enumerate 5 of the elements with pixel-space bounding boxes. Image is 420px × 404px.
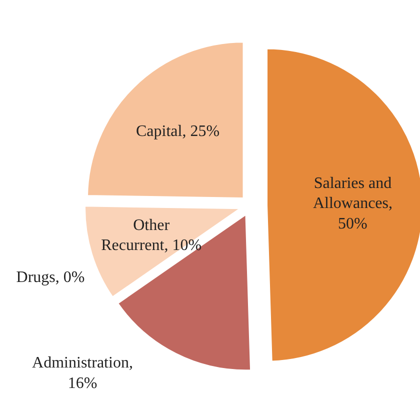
slice-label: Capital, 25% [136, 122, 220, 140]
category-label: Drugs, 0% [16, 268, 85, 286]
slice-label: Administration, 16% [32, 354, 133, 392]
slice-label: Other Recurrent, 10% [101, 216, 202, 254]
slice-label: Salaries and Allowances, 50% [312, 174, 392, 233]
